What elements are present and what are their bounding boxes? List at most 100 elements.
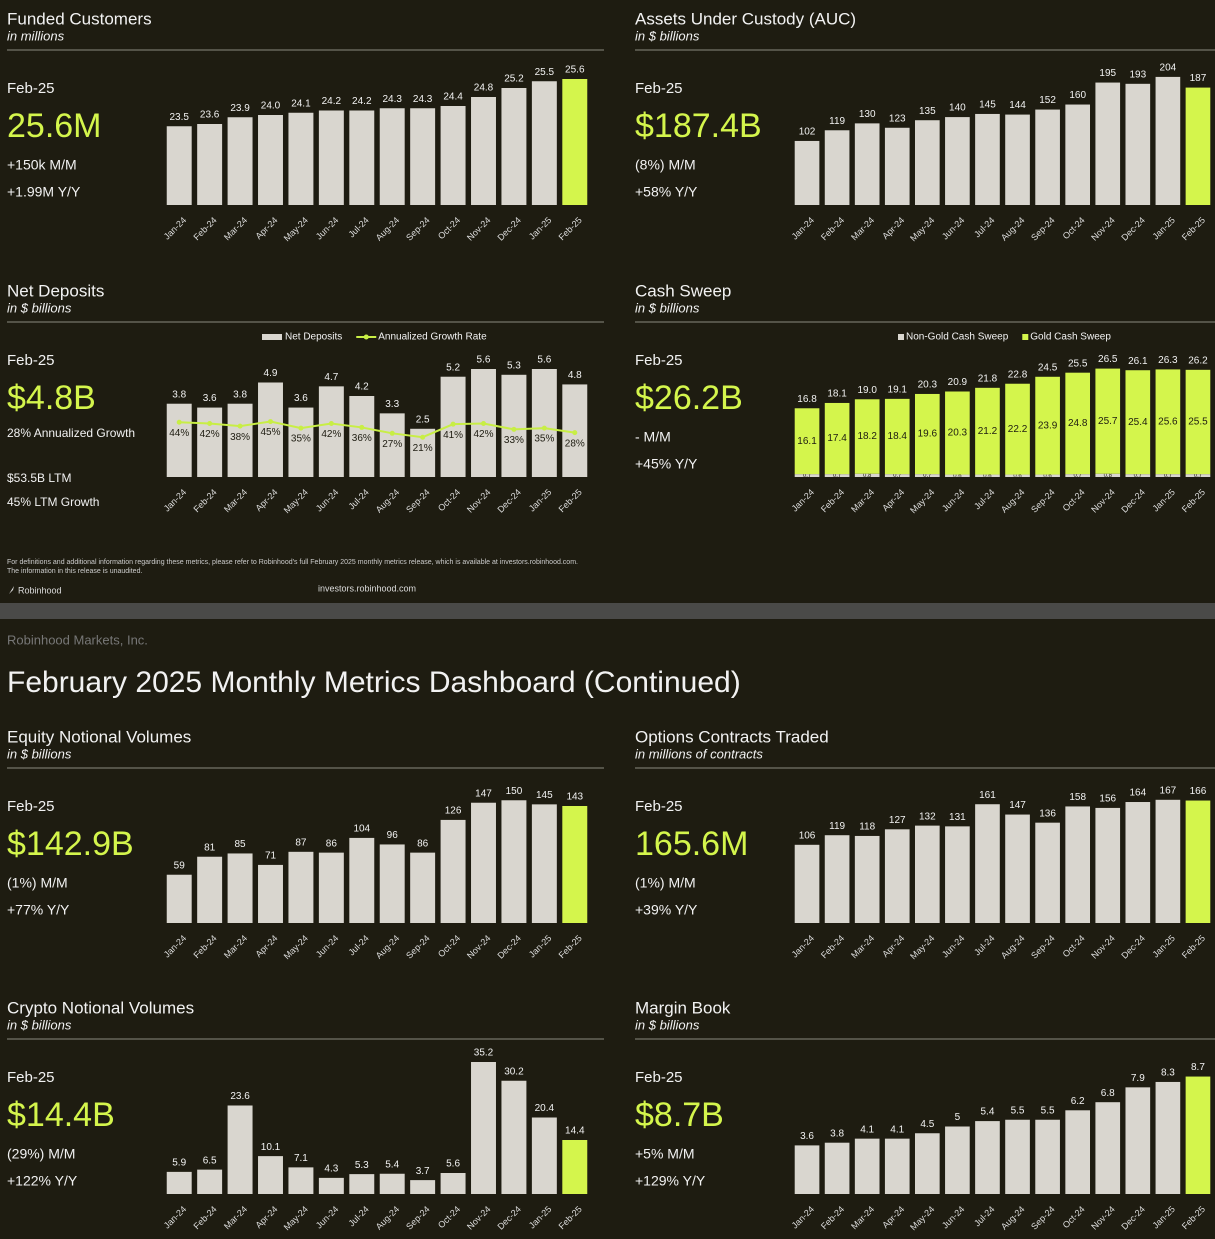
- headline: $4.8B: [7, 379, 96, 417]
- headline: $14.4B: [7, 1096, 115, 1134]
- company: Robinhood Markets, Inc.: [7, 632, 148, 647]
- value-label: 3.8: [233, 389, 247, 400]
- value-label: 5.6: [537, 355, 551, 366]
- bar-segment: [975, 387, 1000, 475]
- value-label: 102: [799, 127, 816, 138]
- note: 45% LTM Growth: [7, 495, 99, 509]
- segment-label: 20.3: [948, 428, 968, 439]
- note: (1%) M/M: [7, 875, 68, 891]
- brand-icon: [9, 586, 14, 594]
- bar: [288, 1167, 314, 1194]
- bar-segment: [1125, 474, 1151, 477]
- period: Feb-25: [635, 80, 683, 97]
- bar: [410, 1180, 436, 1194]
- value-label: 8.3: [1161, 1068, 1175, 1079]
- segment-label: 0.7: [833, 473, 842, 479]
- value-label: 140: [949, 103, 966, 114]
- bar: [884, 829, 910, 923]
- bar: [166, 126, 192, 205]
- growth-label: 41%: [443, 430, 463, 441]
- value-label: 86: [417, 838, 429, 849]
- value-label: 150: [506, 786, 523, 797]
- value-label: 5.3: [507, 360, 521, 371]
- value-label: 59: [174, 860, 186, 871]
- bar: [975, 1121, 1000, 1194]
- legend-label: Net Deposits: [285, 332, 342, 343]
- value-label: 156: [1099, 794, 1116, 805]
- bar: [410, 852, 436, 923]
- growth-label: 35%: [534, 434, 554, 445]
- note: (29%) M/M: [7, 1146, 75, 1162]
- growth-line: [179, 420, 575, 439]
- bar-segment: [1065, 372, 1091, 475]
- period: Feb-25: [7, 798, 55, 815]
- value-label: 158: [1069, 792, 1086, 803]
- panel-title: Options Contracts Traded: [635, 727, 829, 746]
- headline: 165.6M: [635, 825, 748, 863]
- value-label: 2.5: [416, 414, 430, 425]
- value-label: 23.5: [169, 112, 189, 123]
- value-label: 130: [859, 109, 876, 120]
- total-label: 18.1: [827, 389, 847, 400]
- value-label: 8.7: [1191, 1062, 1205, 1073]
- segment-label: 19.6: [918, 429, 938, 440]
- bar: [227, 853, 253, 923]
- growth-point: [572, 430, 578, 436]
- period: Feb-25: [7, 352, 55, 369]
- total-label: 22.8: [1008, 369, 1028, 380]
- value-label: 85: [235, 839, 247, 850]
- value-label: 193: [1129, 69, 1146, 80]
- value-label: 24.8: [474, 83, 494, 94]
- growth-label: 33%: [504, 435, 524, 446]
- panel-title: Crypto Notional Volumes: [7, 998, 194, 1017]
- bar: [531, 1117, 557, 1194]
- segment-label: 17.4: [827, 433, 847, 444]
- legend-dot: [363, 334, 369, 340]
- value-label: 7.1: [294, 1153, 308, 1164]
- panel-subtitle: in $ billions: [635, 300, 700, 315]
- segment-label: 21.2: [978, 426, 998, 437]
- bar: [258, 864, 283, 923]
- value-label: 195: [1099, 68, 1116, 79]
- bar-segment: [1155, 369, 1181, 475]
- value-label: 4.1: [860, 1124, 874, 1135]
- growth-point: [541, 425, 547, 431]
- bar: [975, 804, 1000, 923]
- total-label: 26.1: [1128, 356, 1148, 367]
- value-label: 123: [889, 113, 906, 124]
- separator: [0, 603, 1215, 619]
- value-label: 24.4: [443, 92, 463, 103]
- value-label: 24.3: [382, 94, 402, 105]
- legend-label: Annualized Growth Rate: [378, 332, 487, 343]
- segment-label: 0.7: [923, 473, 932, 479]
- bar: [854, 835, 880, 923]
- panel-title: Assets Under Custody (AUC): [635, 9, 856, 28]
- note: (8%) M/M: [635, 157, 696, 173]
- value-label: 119: [829, 116, 845, 127]
- bar: [379, 844, 405, 923]
- headline: $142.9B: [7, 825, 134, 863]
- value-label: 4.7: [324, 372, 338, 383]
- bar-segment: [914, 393, 940, 475]
- bar: [166, 403, 192, 477]
- growth-label: 21%: [413, 443, 433, 454]
- total-label: 25.5: [1068, 358, 1088, 369]
- dashboard-title: February 2025 Monthly Metrics Dashboard …: [7, 666, 741, 699]
- bar: [349, 1174, 375, 1194]
- bar: [471, 802, 496, 923]
- total-label: 16.8: [797, 394, 817, 405]
- total-label: 20.3: [918, 380, 938, 391]
- bar: [1125, 83, 1151, 205]
- value-label: 119: [829, 821, 845, 832]
- bar: [794, 1145, 820, 1194]
- legend-label: Non-Gold Cash Sweep: [906, 332, 1009, 343]
- note: 28% Annualized Growth: [7, 426, 135, 440]
- value-label: 71: [265, 851, 277, 862]
- value-label: 4.2: [355, 382, 369, 393]
- note: - M/M: [635, 429, 671, 445]
- bar: [1035, 1119, 1060, 1194]
- value-label: 14.4: [565, 1126, 585, 1137]
- bar: [501, 1080, 527, 1194]
